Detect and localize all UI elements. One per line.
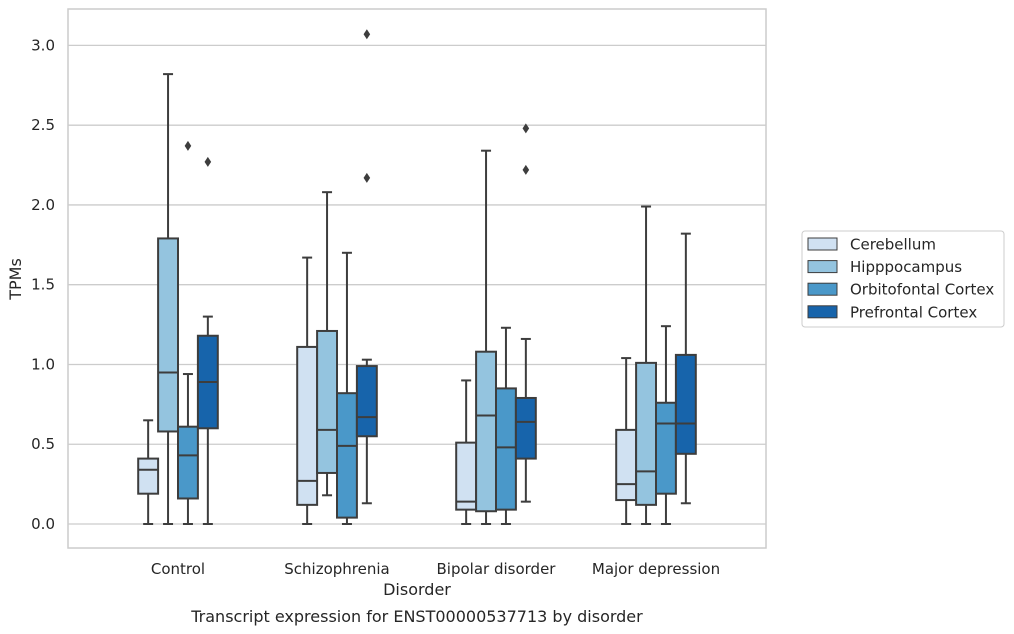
box-plot (615, 357, 638, 525)
box-plot (674, 232, 697, 505)
box (455, 441, 478, 511)
y-tick-label: 0.5 (31, 435, 55, 453)
y-tick-label: 0.0 (31, 515, 55, 533)
box (316, 329, 339, 474)
outlier-point (184, 140, 192, 151)
box (336, 392, 358, 519)
legend-label: Orbitofontal Cortex (850, 281, 994, 299)
boxes (137, 29, 697, 525)
box (177, 425, 199, 500)
box (674, 353, 697, 455)
box-plot (355, 29, 378, 505)
y-tick-label: 1.0 (31, 355, 55, 373)
y-tick-label: 3.0 (31, 36, 55, 54)
box-plot (336, 251, 358, 525)
legend: Cerebellum Hipppocampus Orbitofontal Corte… (801, 230, 1005, 328)
box-plot (196, 156, 219, 525)
box-plot (635, 205, 657, 525)
box-plot (455, 379, 478, 525)
box (157, 237, 180, 433)
box-plot (296, 256, 319, 525)
box (615, 428, 638, 502)
x-tick-label: Schizophrenia (284, 560, 389, 578)
outlier-point (204, 156, 212, 167)
box-plot (137, 419, 160, 525)
chart-caption: Transcript expression for ENST0000053771… (190, 607, 643, 626)
y-tick-label: 2.5 (31, 116, 55, 134)
box-plot (316, 191, 339, 497)
x-axis-title: Disorder (383, 580, 451, 599)
outlier-point (522, 164, 530, 175)
box (137, 457, 160, 495)
x-tick-label: Major depression (592, 560, 720, 578)
legend-frame (801, 230, 1005, 328)
box-plot (475, 149, 498, 525)
x-tick-label: Control (151, 560, 205, 578)
outlier-point (363, 172, 371, 183)
x-ticks: Control Schizophrenia Bipolar disorder Majo… (151, 560, 720, 578)
box (355, 365, 378, 438)
box (475, 350, 498, 513)
box-plot (655, 325, 677, 525)
legend-label: Prefrontal Cortex (850, 303, 977, 321)
outlier-point (363, 29, 371, 40)
y-ticks: 0.0 0.5 1.0 1.5 2.0 2.5 3.0 (31, 36, 55, 533)
legend-label: Hipppocampus (850, 258, 962, 276)
box-plot (177, 140, 199, 525)
y-tick-label: 1.5 (31, 276, 55, 294)
box (655, 401, 677, 495)
y-tick-label: 2.0 (31, 196, 55, 214)
legend-swatch (807, 305, 838, 319)
plot-area (67, 8, 767, 549)
box (514, 396, 537, 460)
box (635, 361, 657, 506)
box-plot (157, 73, 180, 525)
legend-label: Cerebellum (850, 236, 936, 254)
legend-swatch (807, 260, 838, 274)
box-plot (514, 123, 537, 503)
legend-swatch (807, 282, 838, 296)
y-axis-title: TPMs (6, 258, 25, 301)
box (495, 387, 517, 511)
outlier-point (522, 123, 530, 134)
box-plot (495, 326, 517, 525)
x-tick-label: Bipolar disorder (437, 560, 557, 578)
legend-swatch (807, 237, 838, 251)
